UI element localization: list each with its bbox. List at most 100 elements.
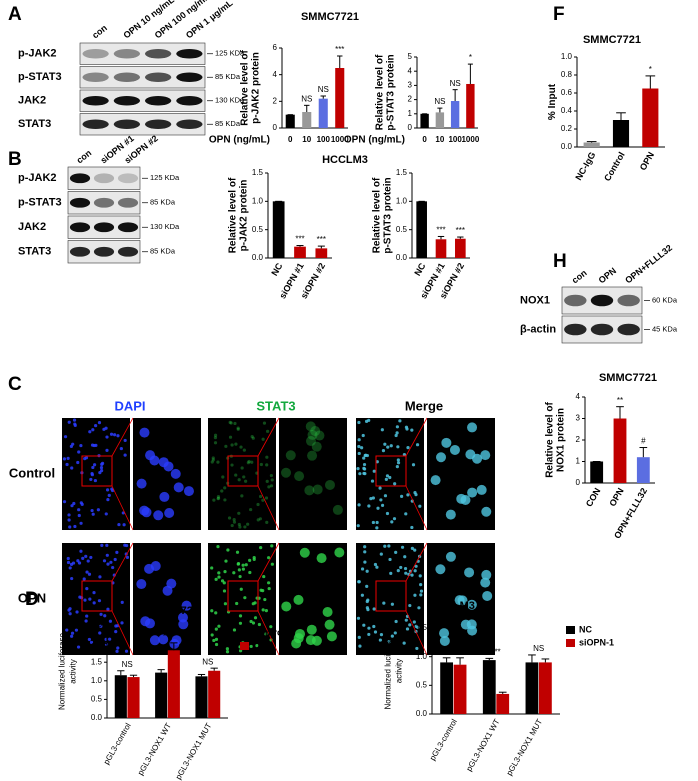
nucleus [396, 568, 400, 573]
nucleus-zoom [480, 450, 491, 461]
nucleus-zoom [281, 601, 292, 612]
blot-band [564, 323, 587, 336]
nucleus [360, 593, 364, 597]
nucleus-zoom [436, 452, 447, 463]
nucleus [392, 517, 397, 521]
nucleus [362, 466, 366, 470]
nucleus-zoom [467, 487, 478, 498]
nucleus [216, 460, 220, 464]
nucleus [365, 599, 369, 604]
y-tick-label: 3 [576, 414, 581, 423]
y-tick-label: 3 [408, 81, 413, 90]
nucleus [217, 575, 221, 579]
nucleus [105, 488, 110, 492]
y-tick-label: 1.5 [91, 657, 103, 666]
micro-image [356, 418, 424, 530]
bar [482, 660, 496, 714]
y-tick-label: 4 [408, 66, 413, 75]
bar [440, 662, 454, 714]
nucleus [267, 556, 271, 560]
nucleus [384, 477, 388, 481]
nucleus [106, 498, 110, 502]
blot-band [590, 323, 614, 336]
nucleus [67, 608, 71, 612]
nucleus [226, 548, 230, 552]
significance: NS [450, 79, 461, 88]
blot-band [69, 222, 91, 233]
significance: NS [533, 644, 544, 653]
blot-band [82, 72, 109, 82]
nucleus [411, 463, 416, 467]
nucleus [235, 550, 240, 554]
nucleus [112, 433, 117, 437]
nucleus [412, 620, 416, 624]
nucleus [79, 521, 83, 525]
nucleus [67, 518, 71, 522]
blot-row-label: p-STAT3 [18, 197, 62, 209]
legend-swatch [240, 642, 249, 650]
nucleus [399, 565, 403, 570]
nucleus [253, 616, 258, 620]
micro-column-label: Merge [405, 398, 443, 413]
nucleus-zoom [439, 635, 450, 646]
size-label: 130 KDa [150, 222, 180, 231]
nucleus [67, 420, 71, 424]
nucleus [418, 574, 422, 578]
nucleus [371, 520, 375, 525]
y-tick-label: 0.2 [561, 124, 573, 133]
y-axis-label: Normalized luciferase activity [58, 632, 78, 709]
y-tick-label: 5 [408, 52, 413, 61]
nucleus [210, 460, 214, 464]
y-tick-label: 0 [576, 478, 581, 487]
nucleus [360, 567, 365, 571]
nucleus-zoom [177, 612, 188, 623]
nucleus [356, 467, 360, 471]
lane-label: con [570, 268, 589, 286]
nucleus [236, 426, 240, 430]
nucleus [404, 618, 408, 622]
nucleus [389, 444, 393, 448]
bar [435, 239, 447, 258]
zoom-line [405, 542, 428, 582]
nucleus-zoom [312, 484, 323, 495]
bar [195, 676, 208, 718]
bar [127, 677, 140, 718]
zoom-box [227, 580, 259, 612]
y-axis-label: Relative level ofp-JAK2 protein [227, 177, 249, 253]
blot-strip [79, 113, 206, 136]
nucleus [357, 503, 361, 507]
y-axis-label-line: p-JAK2 protein [250, 52, 261, 124]
nucleus [120, 621, 124, 625]
panel-letter: B [8, 149, 22, 170]
nucleus [93, 478, 97, 483]
nucleus [232, 628, 237, 632]
nucleus [74, 628, 79, 632]
bar [294, 246, 306, 258]
nucleus [393, 631, 397, 635]
bar [318, 98, 328, 128]
nucleus [68, 566, 72, 570]
bar [114, 675, 127, 718]
nucleus [98, 631, 102, 635]
nucleus [367, 626, 371, 630]
nucleus [365, 584, 369, 589]
blot-row-label: p-STAT3 [18, 71, 62, 83]
bar [525, 662, 539, 714]
blot-band [69, 173, 91, 184]
nucleus [225, 647, 230, 651]
nucleus [244, 479, 248, 483]
nucleus [228, 435, 233, 439]
nucleus [396, 458, 400, 462]
nucleus-zoom [281, 467, 292, 478]
nucleus [403, 555, 407, 559]
nucleus [65, 628, 69, 632]
nucleus [369, 497, 373, 501]
y-tick-label: 1.0 [91, 676, 103, 685]
nucleus [89, 477, 93, 482]
x-tick-label: pGL3-NOX1 MUT [174, 721, 214, 781]
significance: # [641, 437, 646, 446]
nucleus [125, 543, 129, 548]
legend-label: Control [253, 627, 285, 637]
nucleus [419, 589, 424, 593]
nucleus-zoom [304, 485, 315, 496]
